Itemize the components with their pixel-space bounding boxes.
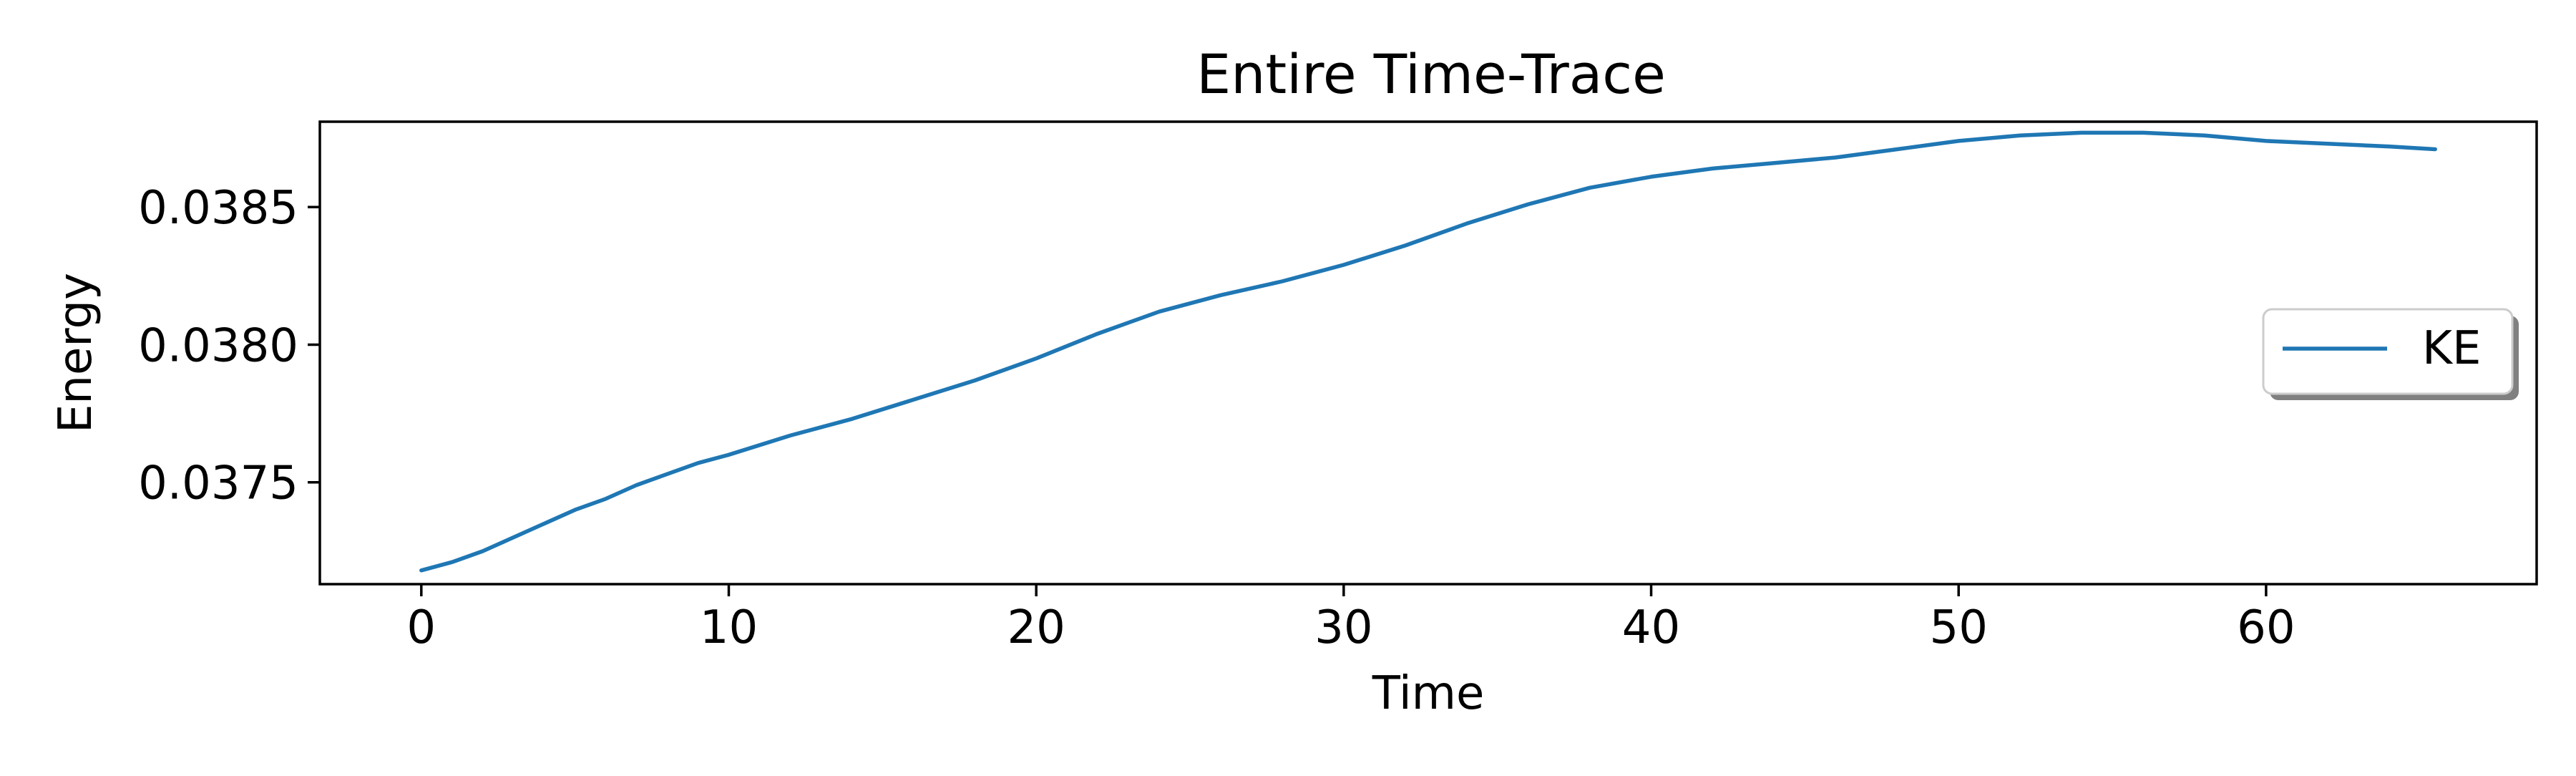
x-tick-label: 60 (2237, 601, 2295, 654)
x-tick-label: 30 (1314, 601, 1372, 654)
x-tick-label: 20 (1007, 601, 1065, 654)
legend: KE (2262, 308, 2519, 400)
y-tick-label: 0.0375 (138, 457, 298, 510)
x-axis-ticks: 0 10 20 30 40 50 60 (406, 584, 2296, 654)
legend-label-ke: KE (2422, 322, 2481, 375)
plot-frame (318, 120, 2538, 586)
y-axis-ticks: 0.0375 0.0380 0.0385 (138, 182, 320, 510)
x-tick-label: 10 (700, 601, 758, 654)
legend-box (2262, 308, 2514, 395)
x-tick-label: 0 (406, 601, 436, 654)
plot-layer (419, 130, 2437, 573)
x-tick-label: 40 (1622, 601, 1680, 654)
x-tick-label: 50 (1929, 601, 1987, 654)
y-tick-label: 0.0380 (138, 319, 298, 372)
series-line-ke (419, 130, 2437, 573)
y-axis-label: Energy (49, 273, 102, 433)
y-tick-label: 0.0385 (138, 182, 298, 235)
chart-title: Entire Time-Trace (1196, 42, 1666, 106)
x-axis-label: Time (1372, 667, 1485, 720)
